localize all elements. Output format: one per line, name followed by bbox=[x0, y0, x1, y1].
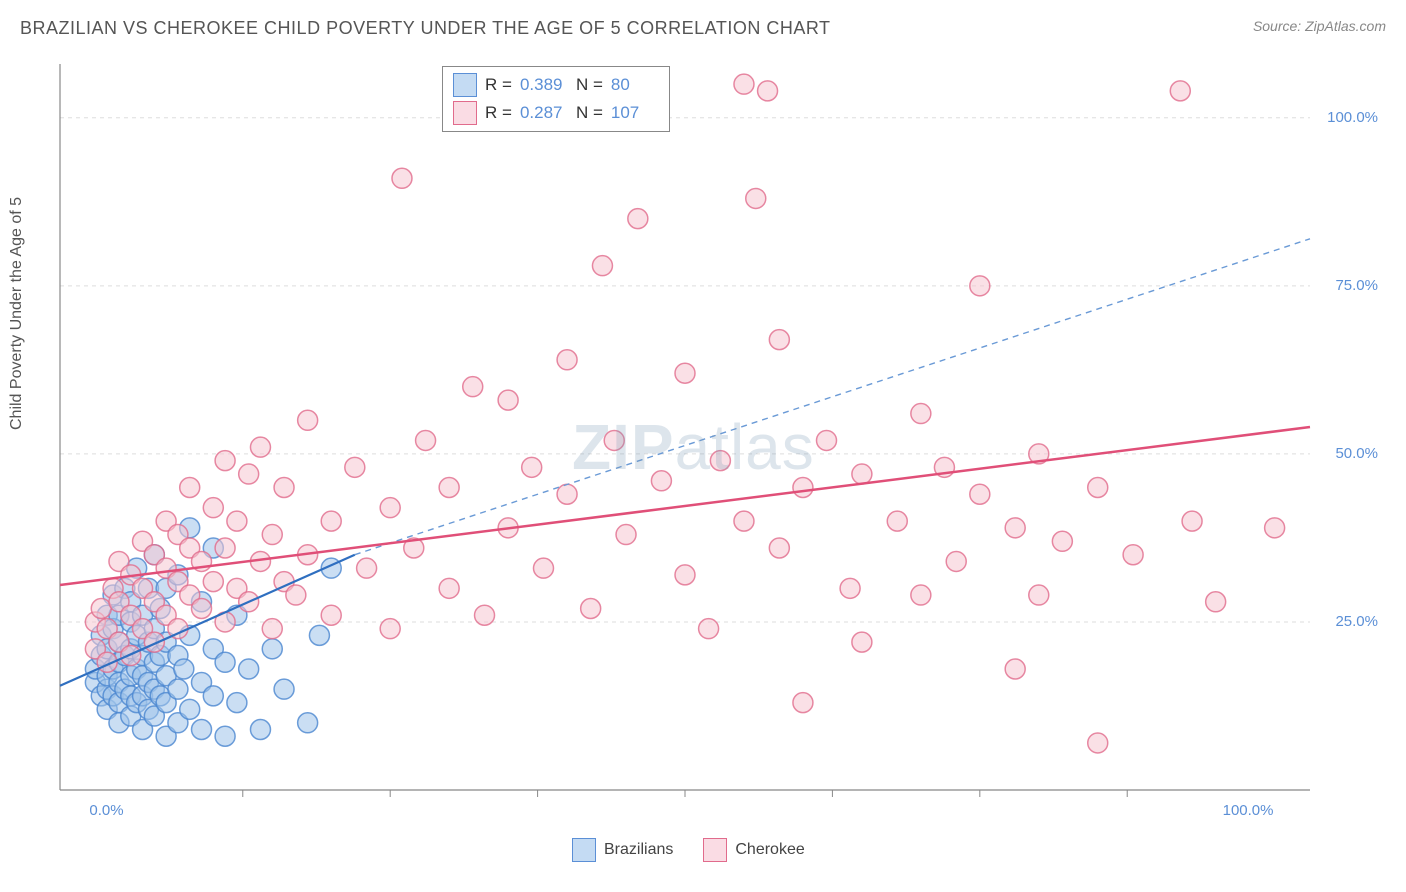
source-prefix: Source: bbox=[1253, 18, 1305, 34]
r-label: R = bbox=[485, 75, 512, 95]
y-tick-label: 50.0% bbox=[1318, 445, 1378, 462]
r-label: R = bbox=[485, 103, 512, 123]
legend-label: Brazilians bbox=[604, 841, 673, 859]
legend-row-cherokee: R = 0.287 N = 107 bbox=[453, 99, 659, 127]
legend-label: Cherokee bbox=[735, 841, 804, 859]
y-tick-label: 100.0% bbox=[1318, 109, 1378, 126]
y-axis-label: Child Poverty Under the Age of 5 bbox=[8, 197, 26, 430]
n-label: N = bbox=[576, 75, 603, 95]
y-tick-label: 25.0% bbox=[1318, 613, 1378, 630]
r-value-brazilians: 0.389 bbox=[520, 75, 568, 95]
legend-item-brazilians: Brazilians bbox=[572, 838, 673, 862]
x-tick-label: 0.0% bbox=[89, 802, 123, 819]
y-tick-label: 75.0% bbox=[1318, 277, 1378, 294]
swatch-cherokee bbox=[453, 101, 477, 125]
chart-title: BRAZILIAN VS CHEROKEE CHILD POVERTY UNDE… bbox=[20, 18, 831, 39]
source-name: ZipAtlas.com bbox=[1305, 18, 1386, 34]
r-value-cherokee: 0.287 bbox=[520, 103, 568, 123]
n-value-cherokee: 107 bbox=[611, 103, 659, 123]
swatch-brazilians bbox=[453, 73, 477, 97]
correlation-legend: R = 0.389 N = 80 R = 0.287 N = 107 bbox=[442, 66, 670, 132]
swatch-brazilians bbox=[572, 838, 596, 862]
x-tick-label: 100.0% bbox=[1223, 802, 1274, 819]
swatch-cherokee bbox=[703, 838, 727, 862]
scatter-chart: ZIPatlas R = 0.389 N = 80 R = 0.287 N = … bbox=[52, 60, 1386, 830]
chart-svg bbox=[52, 60, 1386, 830]
n-label: N = bbox=[576, 103, 603, 123]
legend-item-cherokee: Cherokee bbox=[703, 838, 804, 862]
legend-row-brazilians: R = 0.389 N = 80 bbox=[453, 71, 659, 99]
n-value-brazilians: 80 bbox=[611, 75, 659, 95]
source-attribution: Source: ZipAtlas.com bbox=[1253, 18, 1386, 34]
series-legend: Brazilians Cherokee bbox=[572, 838, 805, 862]
